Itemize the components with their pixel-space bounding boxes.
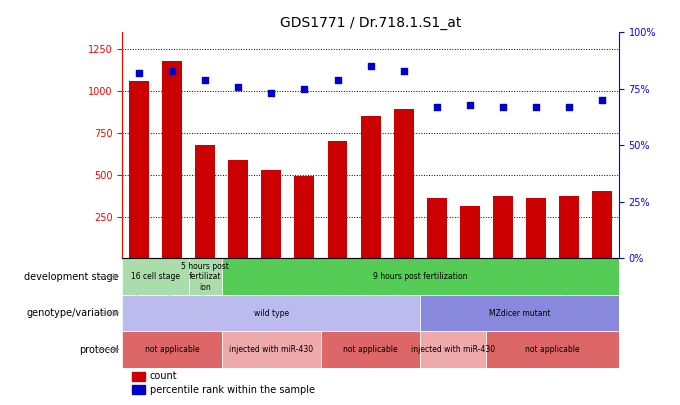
Point xyxy=(233,83,243,90)
FancyBboxPatch shape xyxy=(222,331,321,368)
Bar xyxy=(360,116,381,258)
Text: 5 hours post
fertilizat
ion: 5 hours post fertilizat ion xyxy=(181,262,229,292)
Text: development stage: development stage xyxy=(24,272,119,281)
Point xyxy=(200,77,211,83)
FancyBboxPatch shape xyxy=(222,258,619,295)
Text: injected with miR-430: injected with miR-430 xyxy=(229,345,313,354)
Bar xyxy=(294,176,314,258)
Point xyxy=(530,104,541,110)
Bar xyxy=(228,160,248,258)
FancyBboxPatch shape xyxy=(188,258,222,295)
Text: not applicable: not applicable xyxy=(343,345,398,354)
Text: MZdicer mutant: MZdicer mutant xyxy=(489,309,550,318)
Point xyxy=(398,68,409,74)
FancyBboxPatch shape xyxy=(122,331,222,368)
Bar xyxy=(195,145,215,258)
Title: GDS1771 / Dr.718.1.S1_at: GDS1771 / Dr.718.1.S1_at xyxy=(280,16,461,30)
Text: protocol: protocol xyxy=(80,345,119,354)
FancyBboxPatch shape xyxy=(122,258,188,295)
Point xyxy=(133,70,144,76)
Text: wild type: wild type xyxy=(254,309,289,318)
Bar xyxy=(427,198,447,258)
Bar xyxy=(133,372,145,381)
Bar xyxy=(162,61,182,258)
Bar xyxy=(394,109,413,258)
Point xyxy=(464,102,475,108)
Bar xyxy=(526,198,546,258)
Bar xyxy=(328,141,347,258)
Point xyxy=(167,68,177,74)
Point xyxy=(597,97,608,103)
Text: percentile rank within the sample: percentile rank within the sample xyxy=(150,385,315,394)
Point xyxy=(332,77,343,83)
Text: 9 hours post fertilization: 9 hours post fertilization xyxy=(373,272,467,281)
Text: count: count xyxy=(150,371,177,382)
FancyBboxPatch shape xyxy=(486,331,619,368)
Text: not applicable: not applicable xyxy=(145,345,199,354)
FancyBboxPatch shape xyxy=(420,331,486,368)
Text: genotype/variation: genotype/variation xyxy=(27,308,119,318)
Bar xyxy=(129,81,149,258)
Bar xyxy=(460,207,480,258)
Bar xyxy=(592,192,612,258)
Text: injected with miR-430: injected with miR-430 xyxy=(411,345,496,354)
Text: 16 cell stage: 16 cell stage xyxy=(131,272,180,281)
Point xyxy=(564,104,575,110)
Point xyxy=(431,104,442,110)
Point xyxy=(299,85,310,92)
Point xyxy=(365,63,376,70)
Bar xyxy=(493,196,513,258)
Point xyxy=(266,90,277,97)
Point xyxy=(498,104,509,110)
FancyBboxPatch shape xyxy=(420,295,619,331)
FancyBboxPatch shape xyxy=(321,331,420,368)
Bar xyxy=(261,170,282,258)
Bar xyxy=(133,385,145,394)
Bar xyxy=(559,196,579,258)
FancyBboxPatch shape xyxy=(122,295,420,331)
Text: not applicable: not applicable xyxy=(526,345,580,354)
